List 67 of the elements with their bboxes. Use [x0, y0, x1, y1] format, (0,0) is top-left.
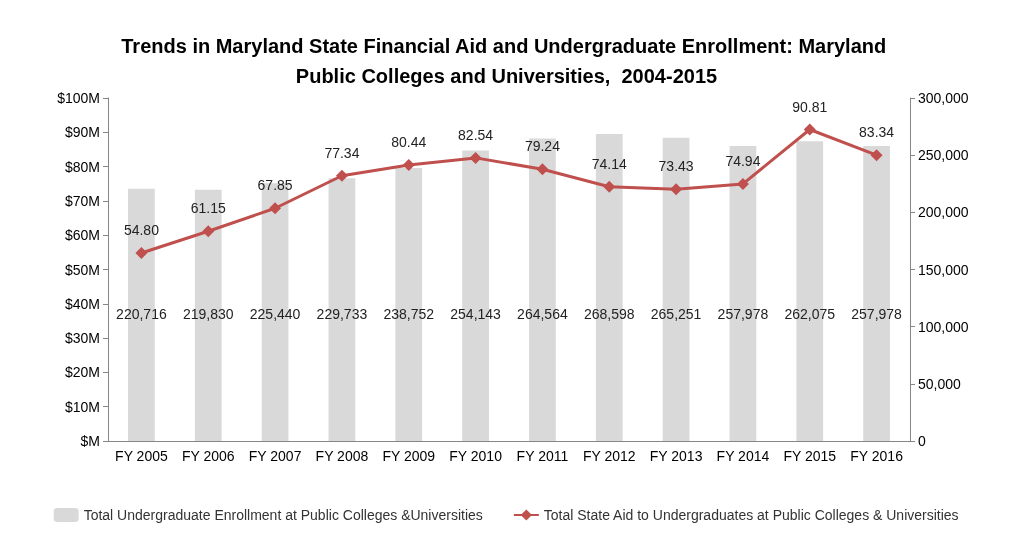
point	[135, 247, 148, 260]
y-tick-label: $10M	[64, 398, 100, 415]
x-tick-label: FY 2011	[516, 448, 569, 464]
data-label: 74.94	[725, 152, 761, 169]
point	[803, 123, 816, 136]
y2-tick-label: 0	[918, 433, 926, 449]
y-tick-label: $100M	[57, 90, 100, 106]
chart-title: Trends in Maryland State Financial Aid and Undergraduate Enrollment: Maryland Public Colleges and Universities, 2004-2015	[121, 35, 892, 87]
y-tick-label: $80M	[64, 158, 100, 175]
x-tick-label: FY 2005	[115, 448, 168, 464]
y2-tick-label: 300,000	[918, 90, 969, 106]
y-tick-label: $20M	[64, 364, 100, 381]
y-tick-label: $30M	[64, 330, 100, 347]
y-tick-label: $M	[80, 433, 100, 449]
x-tick-label: FY 2014	[716, 448, 770, 464]
x-tick-label: FY 2008	[315, 448, 369, 464]
x-tick-label: FY 2006	[181, 448, 235, 464]
y-tick-label: $90M	[64, 124, 100, 141]
data-label: 82.54	[458, 126, 494, 143]
point	[402, 159, 415, 172]
data-label: 225,440	[249, 306, 301, 322]
y2-tick-label: 50,000	[918, 375, 962, 392]
point	[469, 151, 482, 164]
data-label: 262,075	[784, 306, 836, 322]
data-label: 74.14	[591, 155, 627, 172]
y-tick-label: $40M	[64, 295, 100, 312]
data-label: 229,733	[316, 306, 368, 322]
x-tick-label: FY 2009	[382, 448, 436, 464]
data-label: 257,978	[717, 306, 769, 322]
data-label: 254,143	[450, 306, 502, 322]
data-label: 265,251	[650, 306, 702, 322]
data-label: 90.81	[792, 98, 828, 115]
x-tick-label: FY 2007	[248, 448, 302, 464]
data-label: 238,752	[383, 306, 435, 322]
point	[335, 169, 348, 182]
x-tick-label: FY 2012	[582, 448, 636, 464]
data-label: 61.15	[190, 200, 226, 217]
data-label: 73.43	[658, 158, 694, 175]
y-tick-label: $70M	[64, 192, 100, 209]
data-label: 264,564	[517, 306, 568, 322]
legend-label: Total State Aid to Undergraduates at Public Colleges & Universities	[543, 507, 959, 523]
y-tick-label: $60M	[64, 227, 100, 244]
data-label: 77.34	[324, 144, 360, 161]
data-label: 257,978	[851, 306, 903, 322]
data-label: 54.80	[123, 222, 160, 239]
data-label: 79.24	[524, 138, 561, 155]
point	[202, 225, 215, 238]
data-label: 83.34	[859, 124, 895, 141]
point	[870, 149, 883, 162]
y2-tick-label: 250,000	[918, 147, 969, 164]
x-tick-label: FY 2010	[449, 448, 503, 464]
point	[536, 163, 549, 176]
point	[603, 180, 616, 193]
data-label: 67.85	[257, 177, 293, 194]
x-tick-label: FY 2015	[783, 448, 837, 464]
y2-tick-label: 200,000	[918, 204, 969, 221]
legend-label: Total Undergraduate Enrollment at Public Colleges &Universities	[83, 507, 483, 523]
point	[269, 202, 282, 215]
x-tick-label: FY 2016	[850, 448, 904, 464]
y2-tick-label: 100,000	[918, 318, 969, 335]
data-label: 80.44	[391, 134, 427, 151]
y2-tick-label: 150,000	[918, 261, 969, 278]
y-tick-label: $50M	[64, 261, 100, 278]
x-tick-label: FY 2013	[649, 448, 703, 464]
data-label: 220,716	[116, 306, 167, 322]
data-label: 268,598	[583, 306, 635, 322]
data-label: 219,830	[182, 306, 234, 322]
